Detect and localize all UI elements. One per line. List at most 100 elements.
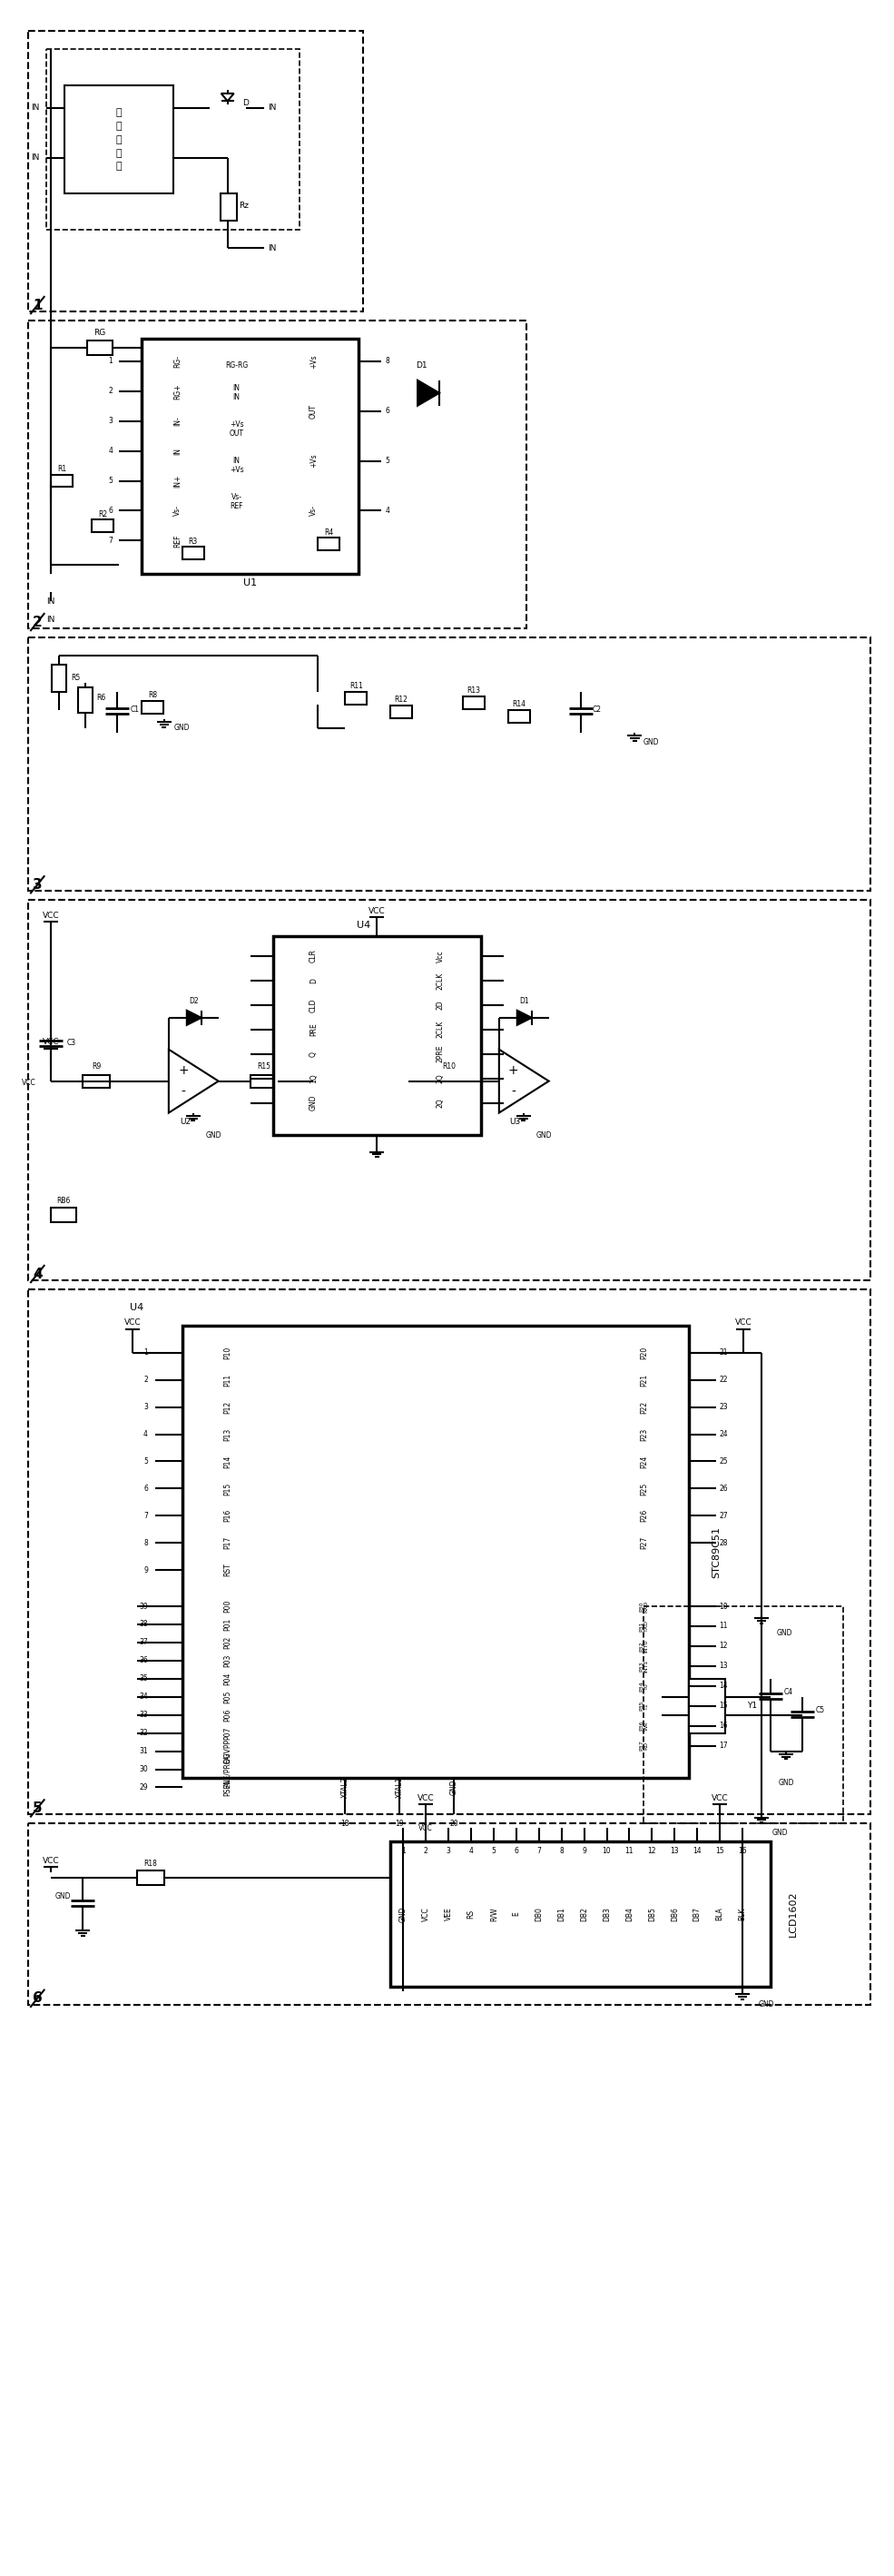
Text: P07: P07: [224, 1726, 232, 1739]
Text: P04: P04: [224, 1672, 232, 1685]
Text: D: D: [309, 979, 317, 984]
Text: D2: D2: [190, 997, 198, 1005]
Text: +: +: [509, 1064, 519, 1077]
Text: 37: 37: [139, 1638, 148, 1646]
Text: OUT: OUT: [309, 404, 317, 417]
Text: 8: 8: [144, 1538, 148, 1548]
Text: -: -: [181, 1084, 185, 1097]
Text: 3: 3: [33, 878, 42, 891]
Text: 6: 6: [514, 1847, 519, 1855]
Text: 4: 4: [385, 507, 390, 515]
Text: GND: GND: [450, 1780, 458, 1795]
Text: R18: R18: [144, 1860, 157, 1868]
Text: C4: C4: [784, 1687, 793, 1698]
Bar: [29, 1291, 870, 1814]
Text: RG+: RG+: [173, 384, 181, 399]
Text: 12: 12: [647, 1847, 656, 1855]
Text: DB1: DB1: [557, 1906, 566, 1922]
Text: 线: 线: [116, 149, 122, 157]
Text: D: D: [242, 98, 249, 108]
Bar: [250, 1074, 277, 1087]
Text: P20: P20: [640, 1347, 648, 1360]
Text: U3: U3: [510, 1118, 521, 1126]
Text: PRE: PRE: [309, 1023, 317, 1036]
Bar: [29, 319, 527, 629]
Text: CLR: CLR: [309, 951, 317, 963]
Text: U1: U1: [243, 580, 257, 587]
Text: R14: R14: [512, 701, 526, 708]
Text: U4: U4: [131, 1303, 144, 1311]
Text: CLD: CLD: [309, 997, 317, 1012]
Bar: [141, 337, 358, 574]
Text: Q: Q: [309, 1051, 317, 1056]
Text: DB5: DB5: [648, 1906, 656, 1922]
Text: R8: R8: [148, 690, 157, 701]
Text: R12: R12: [394, 696, 408, 703]
Text: GND: GND: [758, 2002, 774, 2009]
Text: IN+: IN+: [173, 474, 181, 487]
Text: P01: P01: [224, 1618, 232, 1631]
Text: +Vs: +Vs: [309, 353, 317, 368]
Text: VCC: VCC: [712, 1793, 729, 1803]
Text: 19: 19: [395, 1819, 404, 1826]
Bar: [391, 706, 412, 719]
Text: 电: 电: [116, 108, 122, 116]
Text: 5: 5: [143, 1458, 148, 1466]
Text: 14: 14: [693, 1847, 702, 1855]
Text: C2: C2: [592, 706, 602, 714]
Text: R5: R5: [71, 675, 80, 683]
Text: ALE/PROG: ALE/PROG: [224, 1752, 232, 1788]
Text: RST: RST: [224, 1564, 232, 1577]
Text: 5: 5: [492, 1847, 496, 1855]
Text: 3: 3: [108, 417, 113, 425]
Text: 9: 9: [143, 1566, 148, 1574]
Text: 11: 11: [719, 1623, 728, 1631]
Text: P24: P24: [640, 1455, 648, 1468]
Bar: [51, 1208, 76, 1224]
Text: +: +: [178, 1064, 189, 1077]
Text: +Vs
OUT: +Vs OUT: [230, 420, 244, 438]
Text: Vs-: Vs-: [173, 505, 181, 515]
Text: D1: D1: [519, 997, 529, 1005]
Text: Vs-: Vs-: [309, 505, 317, 515]
Bar: [182, 546, 204, 559]
Text: 26: 26: [719, 1484, 728, 1492]
Text: 2Q: 2Q: [436, 1097, 444, 1108]
Text: RB6: RB6: [56, 1195, 71, 1206]
Text: 8: 8: [560, 1847, 563, 1855]
Text: EA/VPP: EA/VPP: [224, 1739, 232, 1765]
Text: 8: 8: [385, 358, 390, 366]
Polygon shape: [187, 1010, 201, 1025]
Text: 2: 2: [144, 1376, 148, 1383]
Text: GND: GND: [309, 1095, 317, 1110]
Text: 38: 38: [139, 1620, 148, 1628]
Text: D1: D1: [416, 361, 427, 371]
Bar: [141, 701, 164, 714]
Bar: [64, 85, 173, 193]
Text: VCC: VCC: [368, 907, 385, 914]
Text: IN: IN: [30, 155, 39, 162]
Text: VCC: VCC: [21, 1079, 36, 1087]
Text: 10: 10: [603, 1847, 611, 1855]
Text: P05: P05: [224, 1690, 232, 1703]
Bar: [689, 1680, 725, 1734]
Text: 29: 29: [139, 1783, 148, 1790]
Text: 18: 18: [341, 1819, 350, 1826]
Text: BLK: BLK: [738, 1909, 746, 1922]
Text: 10: 10: [719, 1602, 728, 1610]
Text: R6: R6: [97, 693, 105, 703]
Text: VCC: VCC: [417, 1793, 434, 1803]
Bar: [508, 711, 530, 721]
Text: P22: P22: [640, 1401, 648, 1414]
Text: Rz: Rz: [239, 201, 249, 209]
Text: XTAL1: XTAL1: [395, 1777, 403, 1798]
Text: 23: 23: [719, 1404, 728, 1412]
Bar: [137, 1870, 164, 1886]
Text: IN
IN: IN IN: [233, 384, 240, 402]
Text: P11: P11: [224, 1373, 232, 1386]
Text: 7: 7: [108, 536, 113, 544]
Text: BLA: BLA: [716, 1906, 724, 1922]
Text: 32: 32: [139, 1728, 148, 1736]
Text: 2PRE: 2PRE: [436, 1046, 444, 1064]
Text: P34
T0: P34 T0: [639, 1680, 649, 1692]
